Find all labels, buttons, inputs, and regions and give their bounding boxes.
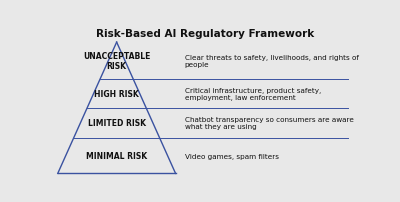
Text: HIGH RISK: HIGH RISK	[94, 89, 139, 98]
Text: Clear threats to safety, livelihoods, and rights of
people: Clear threats to safety, livelihoods, an…	[185, 55, 359, 68]
Text: Chatbot transparency so consumers are aware
what they are using: Chatbot transparency so consumers are aw…	[185, 117, 354, 130]
Text: MINIMAL RISK: MINIMAL RISK	[86, 152, 147, 160]
Text: Video games, spam filters: Video games, spam filters	[185, 153, 279, 159]
Text: Risk-Based AI Regulatory Framework: Risk-Based AI Regulatory Framework	[96, 29, 314, 39]
Text: LIMITED RISK: LIMITED RISK	[88, 119, 146, 128]
Text: UNACCEPTABLE
RISK: UNACCEPTABLE RISK	[83, 52, 150, 71]
Text: Critical infrastructure, product safety,
employment, law enforcement: Critical infrastructure, product safety,…	[185, 87, 321, 100]
